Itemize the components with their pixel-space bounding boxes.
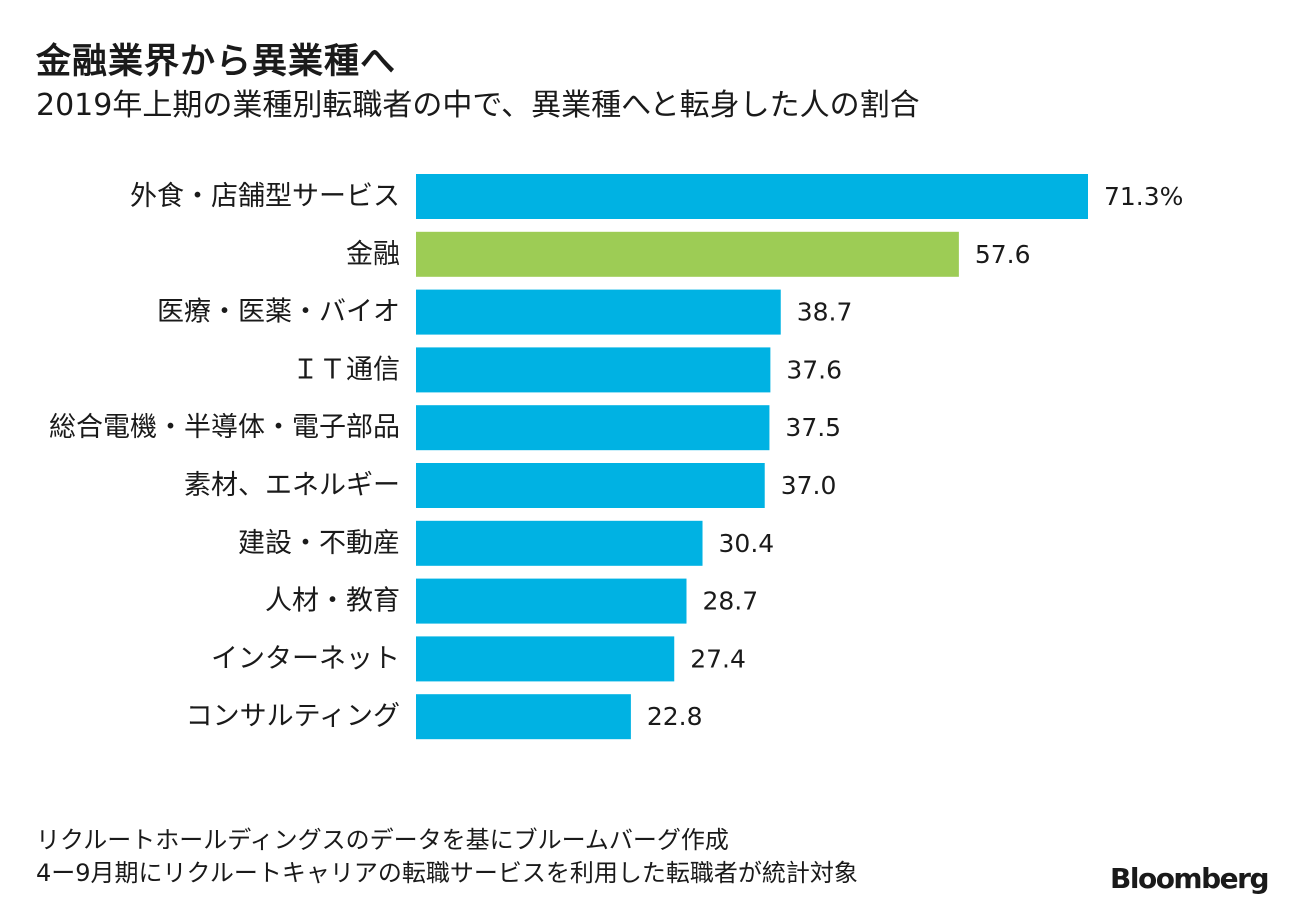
bar (416, 231, 959, 277)
value-label: 37.6 (786, 355, 842, 384)
value-label: 22.8 (647, 702, 703, 731)
value-label: 57.6 (975, 240, 1031, 269)
source-note: リクルートホールディングスのデータを基にブルームバーグ作成 (36, 826, 729, 854)
bar (416, 578, 687, 624)
bar (416, 463, 765, 508)
category-label: コンサルティング (186, 701, 400, 732)
category-label: 建設・不動産 (238, 528, 400, 559)
bar (416, 520, 703, 566)
value-label: 38.7 (797, 298, 853, 327)
bar (416, 405, 770, 451)
bar (416, 636, 675, 682)
category-label: ＩＴ通信 (292, 354, 400, 385)
category-label: 総合電機・半導体・電子部品 (49, 412, 400, 443)
value-label: 28.7 (702, 587, 758, 616)
bar (416, 694, 631, 740)
chart-title: 金融業界から異業種へ (36, 42, 397, 82)
value-label: 37.0 (781, 471, 837, 500)
category-label: 人材・教育 (265, 586, 400, 617)
bar (416, 174, 1088, 219)
category-label: 金融 (346, 239, 400, 270)
chart-subtitle: 2019年上期の業種別転職者の中で、異業種へと転身した人の割合 (36, 88, 920, 123)
value-label: 30.4 (719, 529, 775, 558)
category-label: インターネット (211, 643, 400, 674)
value-label: 37.5 (785, 413, 841, 442)
bar (416, 347, 771, 393)
value-label: 27.4 (690, 644, 746, 673)
bar (416, 289, 781, 335)
category-label: 医療・医薬・バイオ (157, 297, 400, 328)
category-label: 外食・店舗型サービス (130, 181, 400, 212)
value-label: 71.3% (1104, 182, 1183, 211)
bloomberg-logo: Bloomberg (1110, 862, 1269, 895)
scope-note: 4ー9月期にリクルートキャリアの転職サービスを利用した転職者が統計対象 (36, 859, 858, 887)
category-label: 素材、エネルギー (184, 470, 400, 501)
